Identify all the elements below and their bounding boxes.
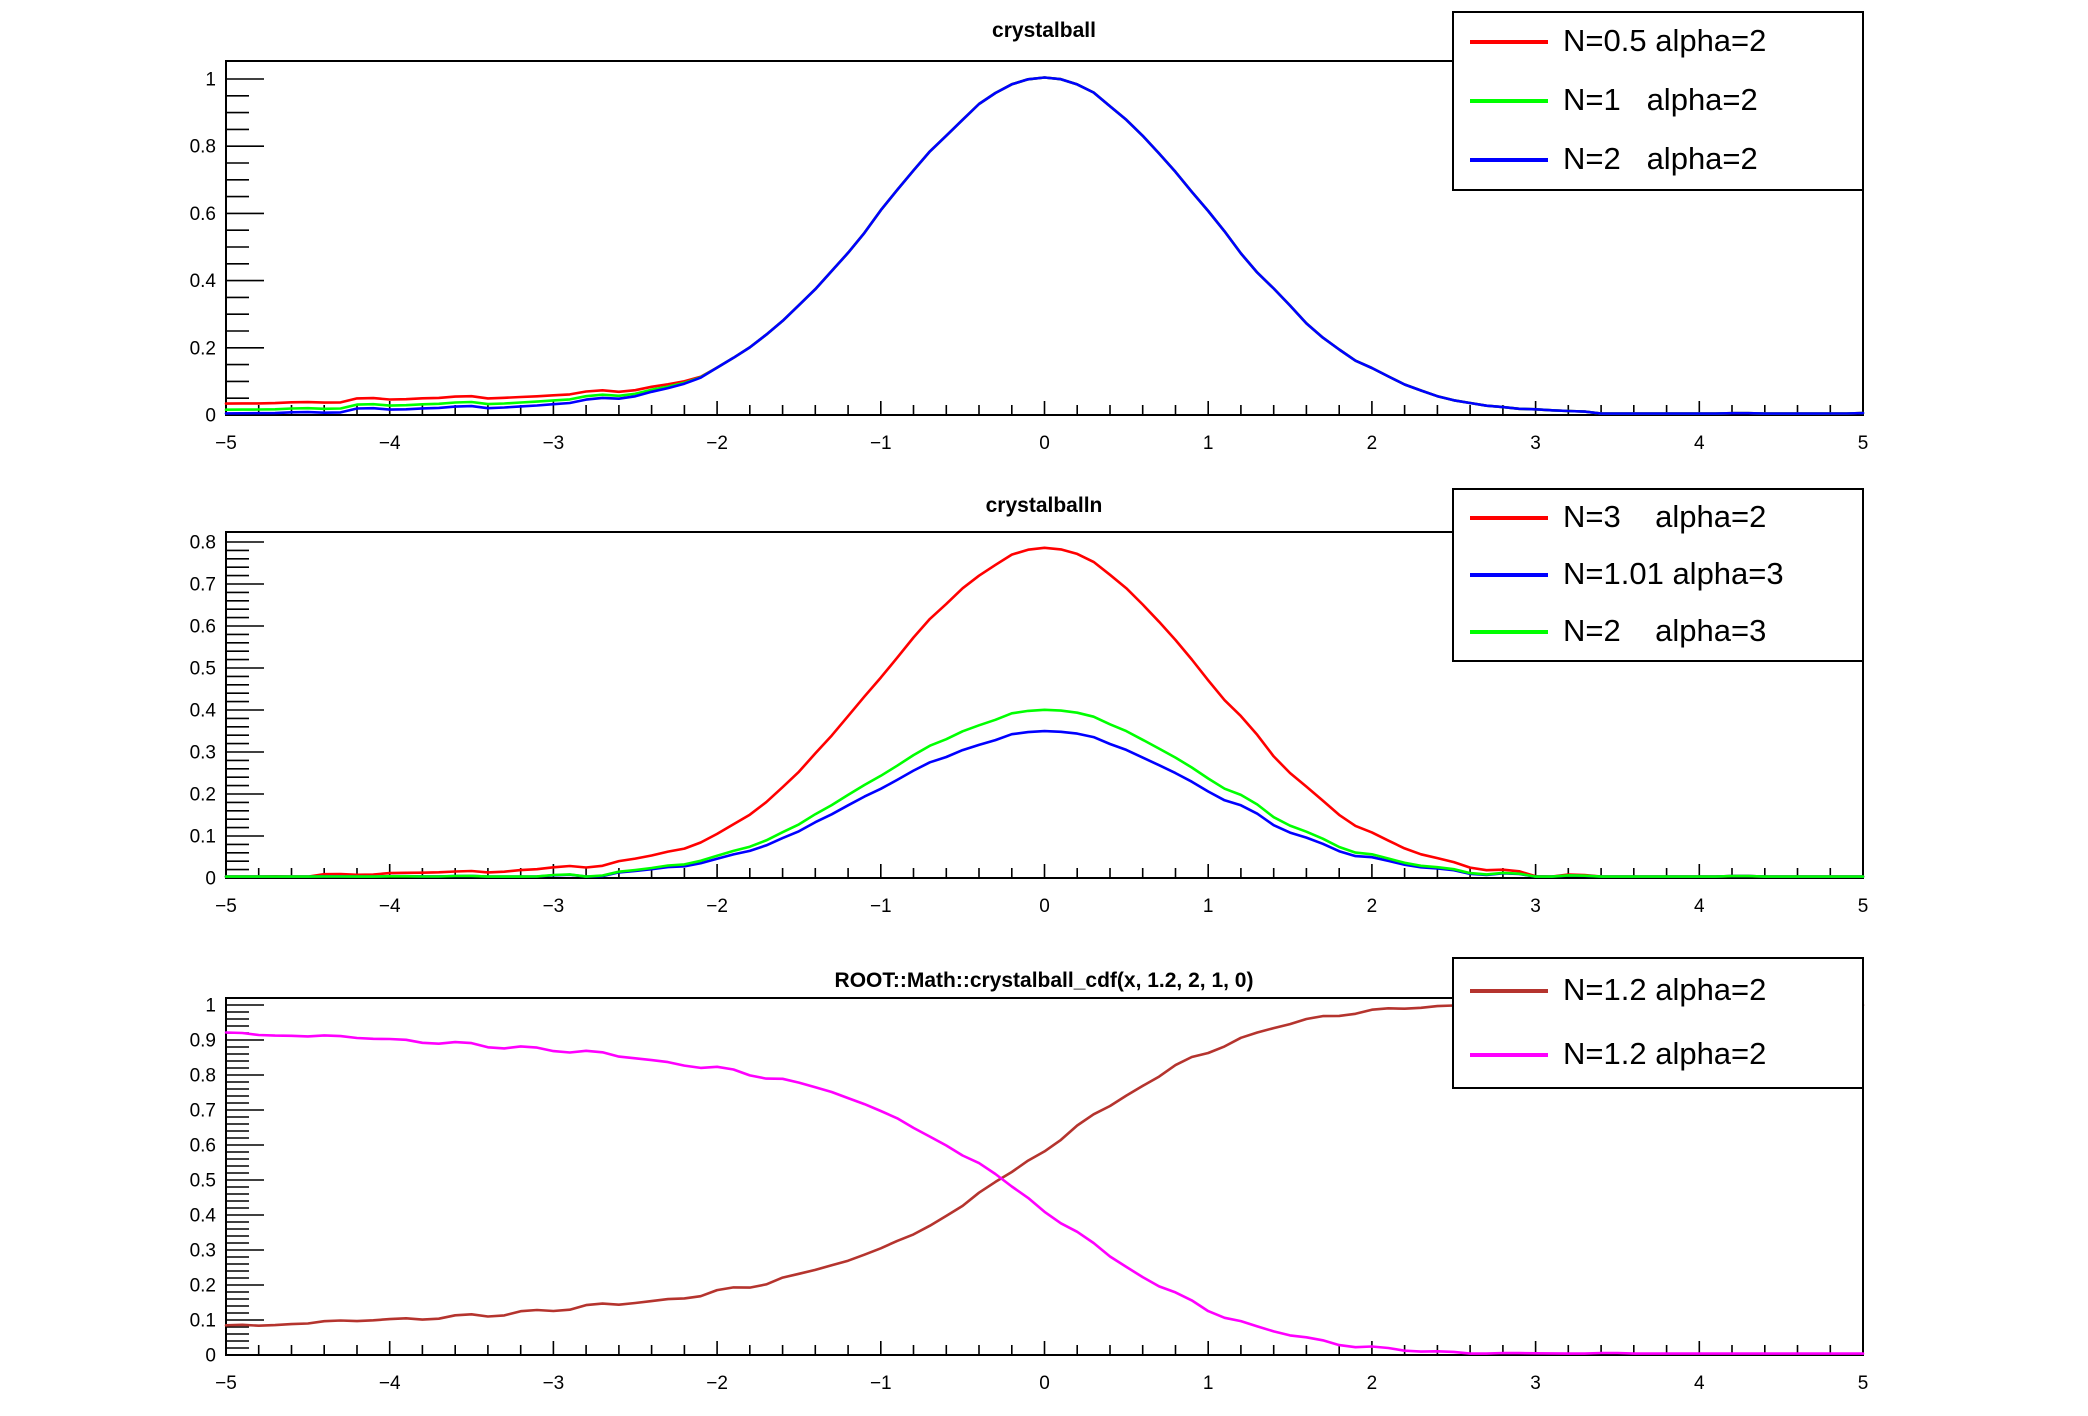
- x-tick-label: 2: [1367, 896, 1378, 917]
- x-tick-label: 2: [1367, 1373, 1378, 1394]
- x-tick-label: −1: [870, 1373, 892, 1394]
- legend-line-sample: [1470, 989, 1548, 993]
- x-tick-label: −3: [543, 433, 565, 454]
- y-tick-label: 0.3: [190, 743, 216, 764]
- y-tick-label: 0.2: [190, 785, 216, 806]
- pad2-title: crystalballn: [985, 494, 1103, 517]
- legend-row: N=1.01 alpha=3: [1454, 547, 1862, 604]
- x-tick-label: 5: [1858, 896, 1869, 917]
- legend-entry-label: N=1 alpha=2: [1563, 82, 1758, 117]
- x-tick-label: 0: [1039, 896, 1050, 917]
- legend-line-sample: [1470, 516, 1548, 521]
- pad-1-plot-area: 0 0.2 0.4 0.6 0.8 1 −5 −4 −3 −2 −1 0 1 2 3 4 5: [190, 60, 1869, 454]
- y-tick-label: 0.2: [190, 338, 216, 359]
- y-tick-label: 0.8: [190, 533, 216, 554]
- y-tick-label: 0.8: [190, 1066, 216, 1087]
- x-tick-label: 1: [1203, 433, 1214, 454]
- y-tick-label: 0.1: [190, 1311, 216, 1332]
- x-tick-label: 5: [1858, 1373, 1869, 1394]
- x-tick-label: 3: [1530, 1373, 1541, 1394]
- x-tick-label: −5: [215, 433, 237, 454]
- x-tick-label: −2: [706, 433, 728, 454]
- x-tick-label: −1: [870, 896, 892, 917]
- y-tick-label: 0.1: [190, 827, 216, 848]
- x-tick-label: 3: [1530, 433, 1541, 454]
- x-tick-label: 1: [1203, 1373, 1214, 1394]
- legend-line-sample: [1470, 99, 1548, 103]
- x-tick-label: 4: [1694, 1373, 1705, 1394]
- legend-row: N=1.2 alpha=2: [1454, 1023, 1862, 1087]
- pad1-title: crystalball: [992, 19, 1096, 42]
- x-tick-label: −4: [379, 896, 401, 917]
- pad3-title: ROOT::Math::crystalball_cdf(x, 1.2, 2, 1…: [834, 969, 1254, 992]
- legend-row: N=0.5 alpha=2: [1454, 13, 1862, 72]
- x-tick-label: 4: [1694, 433, 1705, 454]
- curve-N=2-alpha=2: [224, 76, 1865, 415]
- x-tick-label: −2: [706, 1373, 728, 1394]
- y-tick-label: 0.6: [190, 617, 216, 638]
- legend-line-sample: [1470, 1053, 1548, 1057]
- x-tick-label: 5: [1858, 433, 1869, 454]
- legend-entry-label: N=2 alpha=3: [1563, 612, 1767, 648]
- curve-N=1.2-alpha=2: [224, 1031, 1865, 1355]
- legend-row: N=3 alpha=2: [1454, 490, 1862, 547]
- legend-row: N=2 alpha=3: [1454, 603, 1862, 660]
- x-tick-label: −3: [543, 1373, 565, 1394]
- y-tick-label: 0.2: [190, 1276, 216, 1297]
- y-tick-label: 0.7: [190, 575, 216, 596]
- y-tick-label: 0.4: [190, 1206, 217, 1227]
- y-tick-label: 0: [205, 1346, 216, 1367]
- y-tick-label: 0: [205, 406, 216, 427]
- legend-line-sample: [1470, 573, 1548, 577]
- curve-N=1.01-alpha=3: [224, 729, 1865, 878]
- x-tick-label: 2: [1367, 433, 1378, 454]
- x-tick-label: 1: [1203, 896, 1214, 917]
- y-tick-label: 0.6: [190, 1136, 216, 1157]
- x-tick-label: 0: [1039, 1373, 1050, 1394]
- legend-entry-label: N=1.01 alpha=3: [1563, 556, 1784, 591]
- x-tick-label: −5: [215, 1373, 237, 1394]
- legend-entry-label: N=3 alpha=2: [1563, 499, 1767, 535]
- pad1-legend: N=0.5 alpha=2 N=1 alpha=2 N=2 alpha=2: [1452, 11, 1864, 191]
- x-tick-label: 4: [1694, 896, 1705, 917]
- curve-N=2-alpha=3: [224, 708, 1865, 878]
- y-tick-label: 1: [205, 70, 216, 91]
- pad2-legend: N=3 alpha=2 N=1.01 alpha=3 N=2 alpha=3: [1452, 488, 1864, 662]
- legend-entry-label: N=0.5 alpha=2: [1563, 23, 1767, 59]
- legend-line-sample: [1470, 629, 1548, 634]
- y-tick-label: 0.5: [190, 1171, 216, 1192]
- legend-line-sample: [1470, 40, 1548, 45]
- y-tick-label: 0.5: [190, 659, 216, 680]
- y-tick-label: 1: [205, 996, 216, 1017]
- x-tick-label: −4: [379, 1373, 401, 1394]
- pad3-legend: N=1.2 alpha=2 N=1.2 alpha=2: [1452, 957, 1864, 1089]
- x-tick-label: −4: [379, 433, 401, 454]
- legend-row: N=2 alpha=2: [1454, 130, 1862, 189]
- legend-row: N=1 alpha=2: [1454, 72, 1862, 131]
- legend-entry-label: N=2 alpha=2: [1563, 140, 1758, 176]
- y-tick-label: 0.4: [190, 701, 217, 722]
- x-tick-label: −5: [215, 896, 237, 917]
- x-tick-label: −3: [543, 896, 565, 917]
- y-tick-label: 0.8: [190, 137, 216, 158]
- y-tick-label: 0.3: [190, 1241, 216, 1262]
- legend-row: N=1.2 alpha=2: [1454, 959, 1862, 1023]
- x-tick-label: 3: [1530, 896, 1541, 917]
- y-tick-label: 0.4: [190, 271, 217, 292]
- legend-entry-label: N=1.2 alpha=2: [1563, 1036, 1767, 1071]
- y-tick-label: 0.9: [190, 1031, 216, 1052]
- legend-line-sample: [1470, 157, 1548, 162]
- y-tick-label: 0.7: [190, 1101, 216, 1122]
- y-tick-label: 0.6: [190, 204, 216, 225]
- pad-2-plot-area: 0 0.1 0.2 0.3 0.4 0.5 0.6 0.7 0.8 −5 −4 −3 −2 −1 0 1 2 3 4…: [190, 531, 1869, 917]
- x-tick-label: −1: [870, 433, 892, 454]
- x-tick-label: 0: [1039, 433, 1050, 454]
- x-tick-label: −2: [706, 896, 728, 917]
- y-tick-label: 0: [205, 869, 216, 890]
- legend-entry-label: N=1.2 alpha=2: [1563, 972, 1767, 1007]
